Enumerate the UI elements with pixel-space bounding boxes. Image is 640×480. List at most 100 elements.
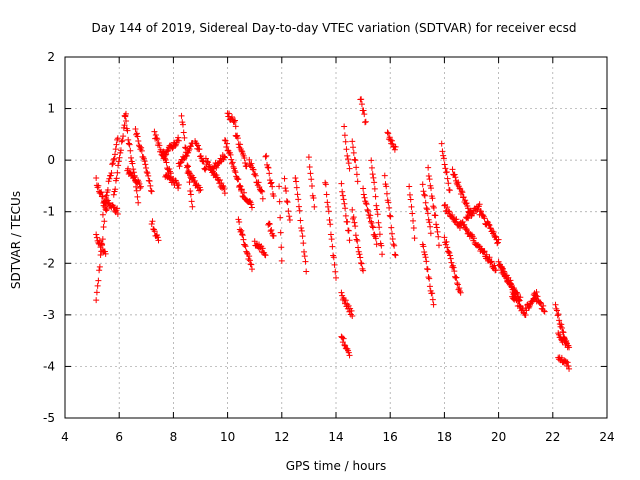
data-point [495, 236, 502, 243]
data-point [265, 221, 272, 228]
data-point [447, 255, 454, 262]
data-point [340, 335, 347, 342]
data-point [381, 172, 388, 179]
data-point [172, 142, 179, 149]
data-point [232, 123, 239, 130]
data-point [379, 251, 386, 258]
data-point [269, 183, 276, 190]
data-point [374, 211, 381, 218]
data-point [324, 199, 331, 206]
data-point [187, 143, 194, 150]
data-point [301, 248, 308, 255]
data-point [101, 218, 108, 225]
data-point [449, 212, 456, 219]
data-point [339, 192, 346, 199]
data-point [283, 187, 290, 194]
data-point [540, 307, 547, 314]
data-point [365, 207, 372, 214]
data-point [179, 119, 186, 126]
data-point [339, 339, 346, 346]
data-point [342, 297, 349, 304]
data-point [440, 155, 447, 162]
data-point [221, 154, 228, 161]
data-point [135, 199, 142, 206]
data-point [486, 222, 493, 229]
data-point [248, 204, 255, 211]
y-tick-label: -4 [43, 359, 55, 373]
data-point [432, 212, 439, 219]
data-point [112, 186, 119, 193]
data-point [447, 252, 454, 259]
data-point [434, 228, 441, 235]
y-axis-label: SDTVAR / TECUs [9, 191, 23, 289]
data-point [345, 349, 352, 356]
data-point [454, 280, 461, 287]
data-point [433, 221, 440, 228]
data-point [226, 110, 233, 117]
data-point [327, 221, 334, 228]
data-point [175, 137, 182, 144]
data-point [356, 251, 363, 258]
data-point [259, 188, 266, 195]
x-tick-label: 16 [383, 430, 398, 444]
data-point [113, 141, 120, 148]
data-point [156, 142, 163, 149]
data-point [93, 234, 100, 241]
data-point [307, 170, 314, 177]
data-point [422, 254, 429, 261]
data-point [341, 132, 348, 139]
data-point [240, 236, 247, 243]
data-point [117, 147, 124, 154]
data-point [425, 274, 432, 281]
data-point [410, 217, 417, 224]
data-point [114, 210, 121, 217]
x-axis-ticks: 4 6 8 10 12 14 16 18 20 22 24 [61, 57, 615, 444]
data-point [117, 149, 124, 156]
data-point [478, 208, 485, 215]
data-point [294, 191, 301, 198]
data-point [344, 218, 351, 225]
data-point [147, 182, 154, 189]
data-point [350, 214, 357, 221]
data-point [387, 136, 394, 143]
data-point [190, 174, 197, 181]
data-point [510, 286, 517, 293]
data-point [411, 235, 418, 242]
data-point [259, 195, 266, 202]
data-point [564, 359, 571, 366]
data-point [360, 185, 367, 192]
data-point [444, 175, 451, 182]
data-point [243, 163, 250, 170]
data-point [370, 224, 377, 231]
data-point [351, 156, 358, 163]
data-point [239, 232, 246, 239]
data-point [486, 254, 493, 261]
data-point [389, 235, 396, 242]
data-point [341, 341, 348, 348]
data-point [107, 172, 114, 179]
data-point [245, 255, 252, 262]
data-point [136, 143, 143, 150]
data-point [328, 236, 335, 243]
data-point [180, 129, 187, 136]
data-point [136, 180, 143, 187]
data-point [462, 197, 469, 204]
data-point [177, 159, 184, 166]
data-point [471, 235, 478, 242]
data-point [187, 191, 194, 198]
data-point [293, 184, 300, 191]
data-point [95, 182, 102, 189]
data-point [310, 194, 317, 201]
data-point [197, 186, 204, 193]
data-point [525, 304, 532, 311]
data-point [138, 147, 145, 154]
data-point [451, 171, 458, 178]
y-tick-label: -2 [43, 256, 55, 270]
data-point [248, 261, 255, 268]
x-tick-label: 20 [491, 430, 506, 444]
data-point [221, 190, 228, 197]
data-point [303, 268, 310, 275]
data-point [133, 187, 140, 194]
data-point [205, 159, 212, 166]
data-point [330, 254, 337, 261]
